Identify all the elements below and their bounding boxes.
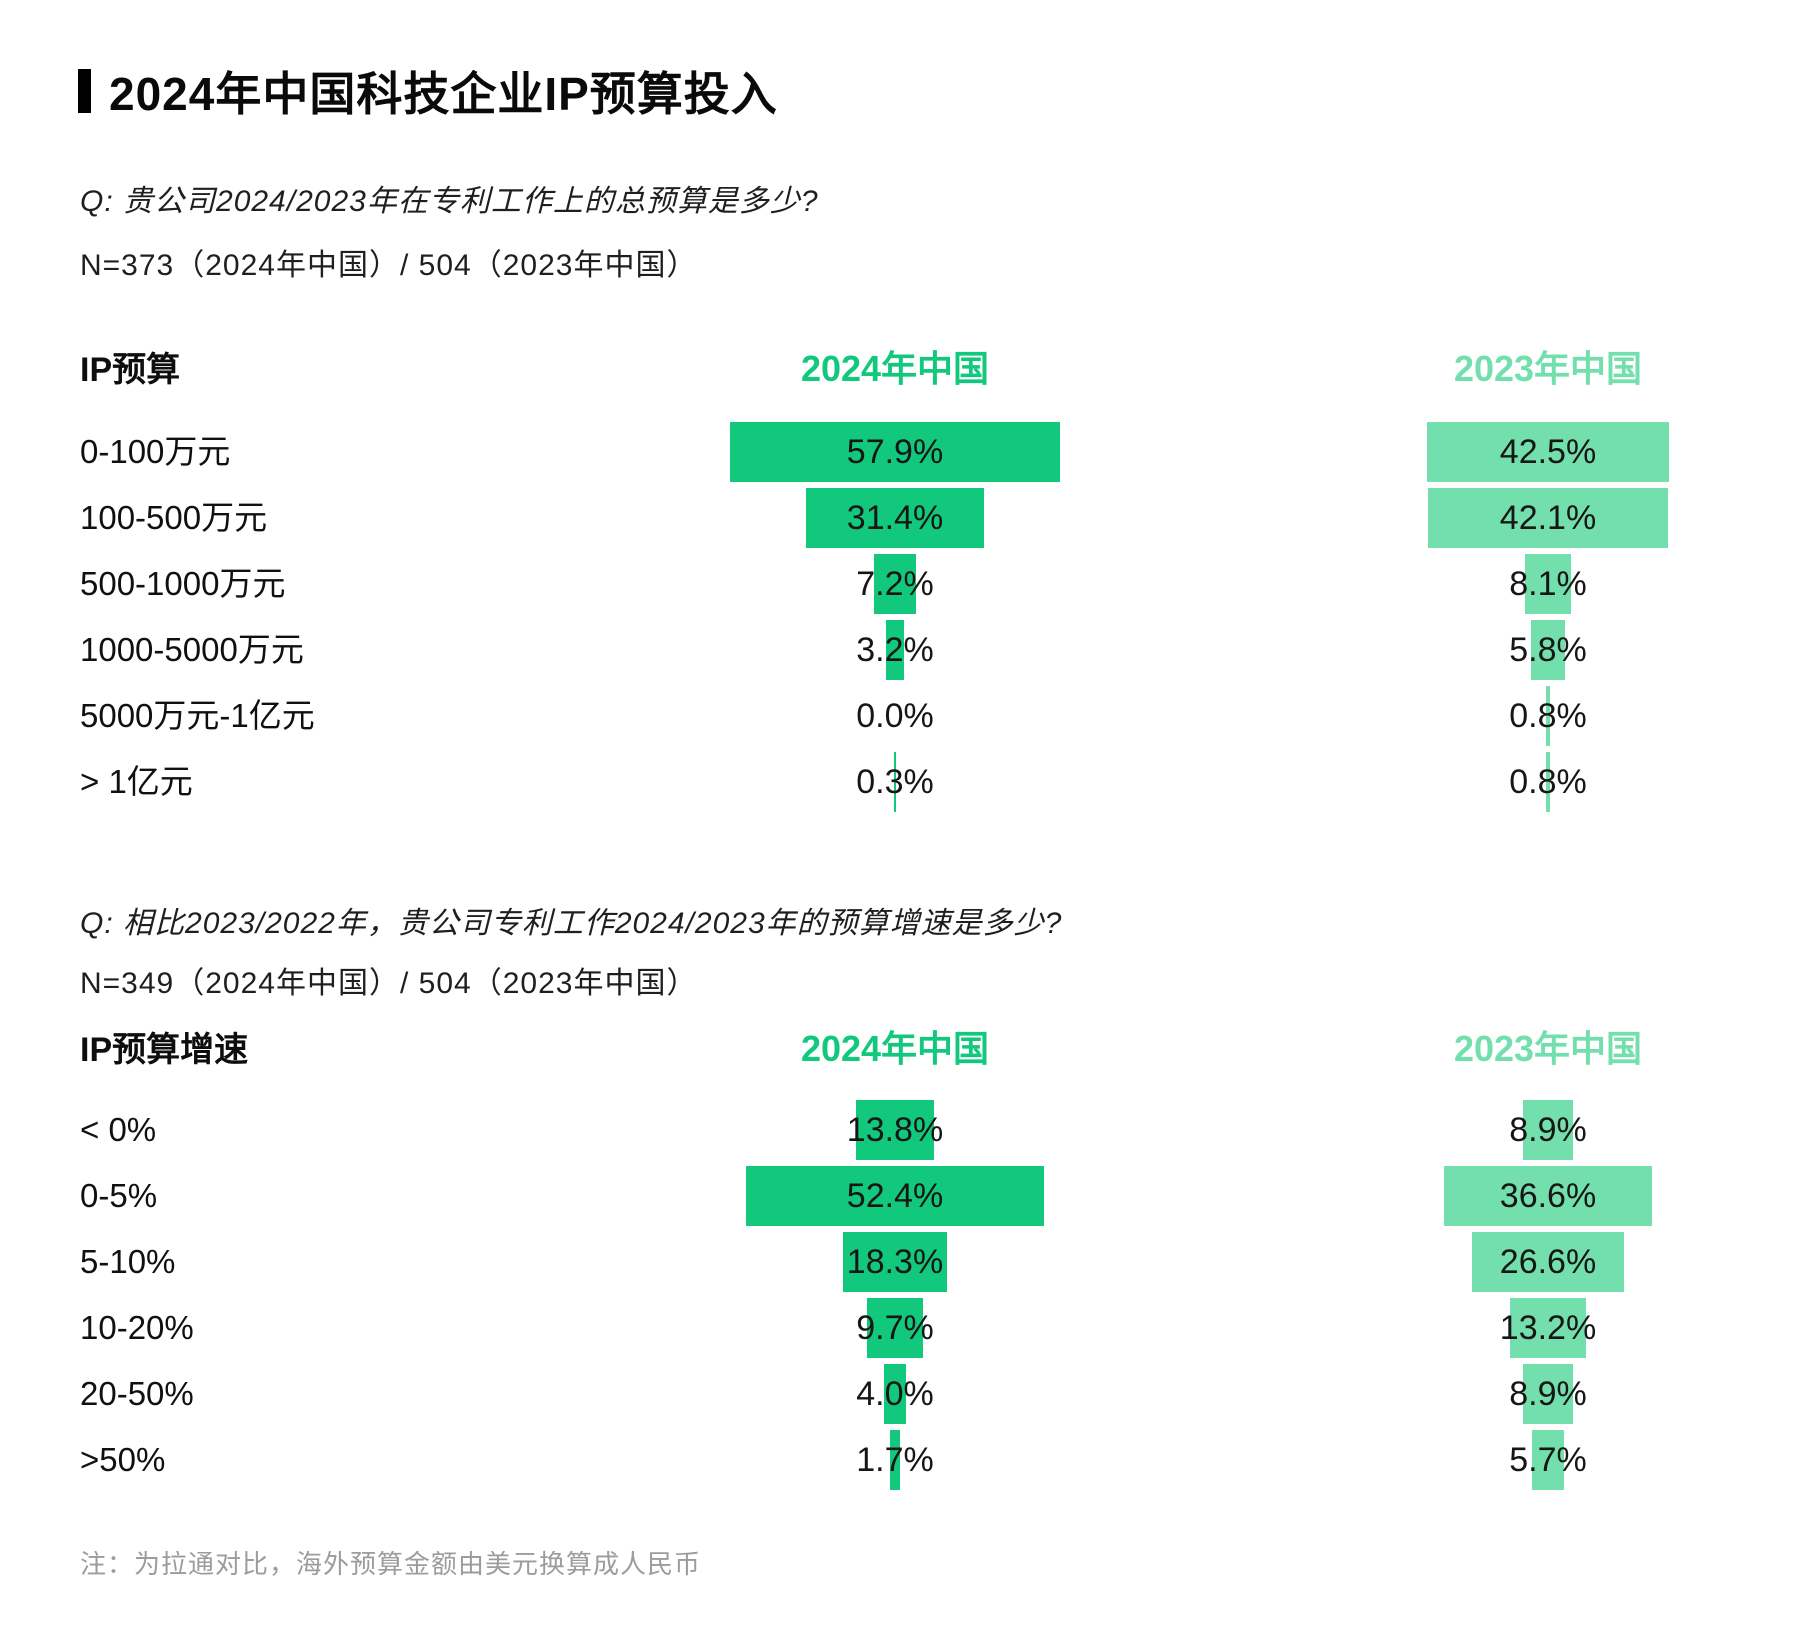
bar-2023年中国 [1510,1298,1586,1358]
footnote: 注：为拉通对比，海外预算金额由美元换算成人民币 [80,1549,702,1579]
bar-2023年中国 [1522,1364,1574,1424]
chart-row: 5000万元-1亿元 0.0% 0.8% [0,683,1798,749]
bar-2023年中国 [1524,554,1572,614]
chart-row: 1000-5000万元 3.2% 5.8% [0,617,1798,683]
category-label: 100-500万元 [80,499,268,536]
category-label: 20-50% [80,1375,194,1412]
bar-2023年中国 [1531,1430,1565,1490]
bar-value-label: 4.0% [856,1375,934,1413]
bar-value-label: 5.7% [1509,1441,1587,1479]
bar-value-label: 52.4% [846,1177,944,1215]
category-label: 1000-5000万元 [80,631,304,668]
col-header-2023-chart2: 2023年中国 [1453,1028,1643,1069]
bar-2023年中国 [1443,1166,1653,1226]
bar-value-label: 8.1% [1509,565,1587,603]
bar-value-label: 5.8% [1509,631,1587,669]
bar-value-label: 0.8% [1509,763,1587,801]
sample-size-ip-budget-growth: N=349（2024年中国）/ 504（2023年中国） [80,967,698,1000]
chart-row: > 1亿元 0.3% 0.8% [0,749,1798,815]
bar-value-label: 0.3% [856,763,934,801]
bar-2023年中国 [1522,1100,1574,1160]
col-header-2023-chart1: 2023年中国 [1453,348,1643,389]
bar-value-label: 0.0% [856,697,934,735]
bar-value-label: 9.7% [856,1309,934,1347]
row-header-ip-budget: IP预算 [80,351,181,389]
bar-2024年中国 [874,554,916,614]
bar-2023年中国 [1545,752,1551,812]
chart-row: 100-500万元 31.4% 42.1% [0,485,1798,551]
chart-row: 0-100万元 57.9% 42.5% [0,419,1798,485]
chart-rows-ip-budget: 0-100万元 57.9% 42.5% 100-500万元 31.4% 42.1% 500-… [0,419,1798,815]
bar-2024年中国 [867,1298,923,1358]
bar-value-label: 8.9% [1509,1111,1587,1149]
bar-2024年中国 [842,1232,948,1292]
bar-value-label: 7.2% [856,565,934,603]
bar-2024年中国 [885,620,905,680]
chart-row: >50% 1.7% 5.7% [0,1427,1798,1493]
bar-2023年中国 [1545,686,1551,746]
category-label: 10-20% [80,1309,194,1346]
bar-2024年中国 [729,422,1060,482]
row-header-ip-budget-growth: IP预算增速 [80,1031,249,1069]
chart-row: 500-1000万元 7.2% 8.1% [0,551,1798,617]
category-label: > 1亿元 [80,763,193,800]
chart-row: 20-50% 4.0% 8.9% [0,1361,1798,1427]
bar-value-label: 57.9% [846,433,944,471]
bar-value-label: 18.3% [846,1243,944,1281]
bar-value-label: 26.6% [1499,1243,1597,1281]
bar-value-label: 36.6% [1499,1177,1597,1215]
chart-row: < 0% 13.8% 8.9% [0,1097,1798,1163]
bar-2024年中国 [745,1166,1045,1226]
bar-2024年中国 [890,1430,900,1490]
bar-2023年中国 [1531,620,1565,680]
category-label: 0-100万元 [80,433,231,470]
bar-2024年中国 [855,1100,935,1160]
chart-row: 0-5% 52.4% 36.6% [0,1163,1798,1229]
question-ip-budget-growth: Q: 相比2023/2022年，贵公司专利工作2024/2023年的预算增速是多… [80,907,1063,940]
category-label: 5-10% [80,1243,176,1280]
bar-2024年中国 [805,488,985,548]
col-header-2024-chart2: 2024年中国 [800,1028,990,1069]
bar-2024年中国 [883,1364,907,1424]
bar-value-label: 42.5% [1499,433,1597,471]
bar-value-label: 1.7% [856,1441,934,1479]
col-header-2024-chart1: 2024年中国 [800,348,990,389]
bar-value-label: 31.4% [846,499,944,537]
category-label: 0-5% [80,1177,158,1214]
question-ip-budget: Q: 贵公司2024/2023年在专利工作上的总预算是多少? [80,185,819,218]
bar-2023年中国 [1428,488,1668,548]
bar-2023年中国 [1472,1232,1624,1292]
bar-value-label: 13.8% [846,1111,944,1149]
title-accent-bar-icon [78,69,91,113]
bar-value-label: 8.9% [1509,1375,1587,1413]
page-title: 2024年中国科技企业IP预算投入 [109,68,778,120]
bar-2024年中国 [894,752,896,812]
bar-value-label: 0.8% [1509,697,1587,735]
chart-rows-ip-budget-growth: < 0% 13.8% 8.9% 0-5% 52.4% 36.6% 5-10% 18.3% 26.… [0,1097,1798,1493]
bar-value-label: 42.1% [1499,499,1597,537]
chart-row: 10-20% 9.7% 13.2% [0,1295,1798,1361]
page-title-block: 2024年中国科技企业IP预算投入 [78,58,778,124]
bar-value-label: 13.2% [1499,1309,1597,1347]
bar-value-label: 3.2% [856,631,934,669]
bar-2023年中国 [1426,422,1670,482]
category-label: 500-1000万元 [80,565,286,602]
category-label: >50% [80,1441,166,1478]
category-label: 5000万元-1亿元 [80,697,315,734]
category-label: < 0% [80,1111,157,1148]
sample-size-ip-budget: N=373（2024年中国）/ 504（2023年中国） [80,249,698,282]
chart-row: 5-10% 18.3% 26.6% [0,1229,1798,1295]
